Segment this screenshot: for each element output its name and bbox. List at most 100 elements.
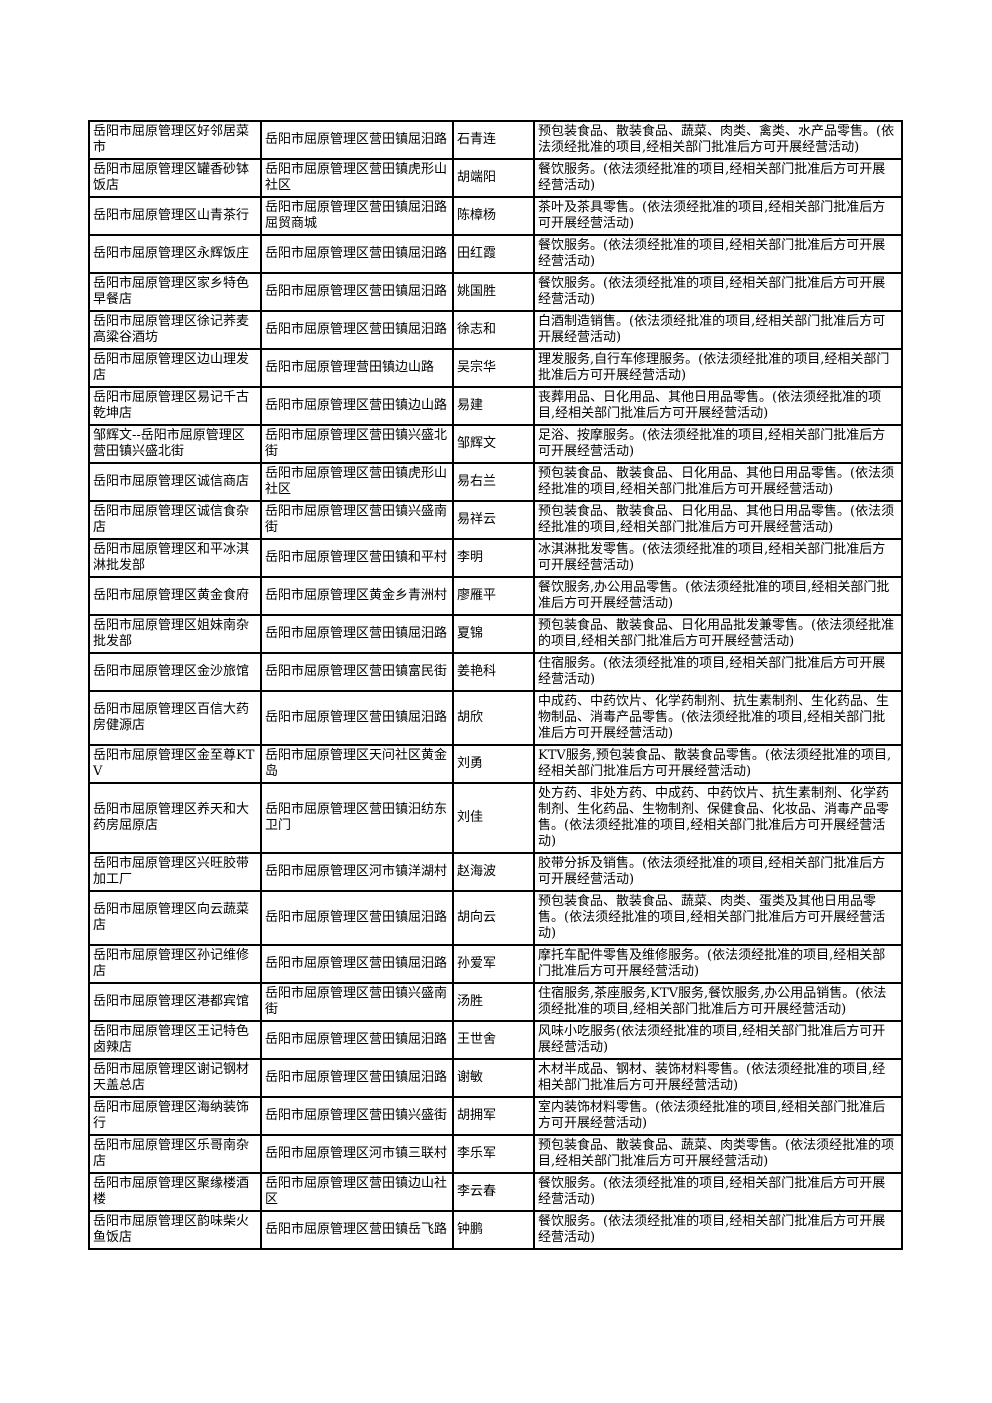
address-cell: 岳阳市屈原管理区营田镇屈汨路 xyxy=(260,1020,454,1060)
address-cell: 岳阳市屈原管理区营田镇边山社区 xyxy=(260,1172,454,1212)
address-cell: 岳阳市屈原管理区营田镇虎形山社区 xyxy=(260,158,454,198)
address-cell: 岳阳市屈原管理区黄金乡青洲村 xyxy=(260,576,454,616)
table-row: 岳阳市屈原管理区徐记荞麦高粱谷酒坊 岳阳市屈原管理区营田镇屈汨路 徐志和 白酒制造销售… xyxy=(88,310,903,350)
address-cell: 岳阳市屈原管理营田镇边山路 xyxy=(260,348,454,388)
business-scope-cell: 预包装食品、散装食品、蔬菜、肉类、禽类、水产品零售。(依法须经批准的项目,经相关… xyxy=(533,120,903,160)
business-scope-cell: KTV服务,预包装食品、散装食品零售。(依法须经批准的项目,经相关部门批准后方可… xyxy=(533,744,903,784)
business-name-cell: 岳阳市屈原管理区百信大药房健源店 xyxy=(88,690,262,746)
table-row: 岳阳市屈原管理区诚信商店 岳阳市屈原管理区营田镇虎形山社区 易右兰 预包装食品、散装食… xyxy=(88,462,903,502)
operator-name-cell: 汤胜 xyxy=(452,982,535,1022)
address-cell: 岳阳市屈原管理区河市镇洋湖村 xyxy=(260,852,454,892)
business-scope-cell: 木材半成品、钢材、装饰材料零售。(依法须经批准的项目,经相关部门批准后方可开展经… xyxy=(533,1058,903,1098)
table-row: 邹辉文--岳阳市屈原管理区营田镇兴盛北街 岳阳市屈原管理区营田镇兴盛北街 邹辉文 足浴… xyxy=(88,424,903,464)
operator-name-cell: 陈樟杨 xyxy=(452,196,535,236)
business-name-cell: 岳阳市屈原管理区养天和大药房屈原店 xyxy=(88,782,262,854)
table-row: 岳阳市屈原管理区金沙旅馆 岳阳市屈原管理区营田镇富民街 姜艳科 住宿服务。(依法须经批… xyxy=(88,652,903,692)
address-cell: 岳阳市屈原管理区河市镇三联村 xyxy=(260,1134,454,1174)
operator-name-cell: 吴宗华 xyxy=(452,348,535,388)
address-cell: 岳阳市屈原管理区营田镇屈汨路 xyxy=(260,890,454,946)
business-scope-cell: 预包装食品、散装食品、日化用品、其他日用品零售。(依法须经批准的项目,经相关部门… xyxy=(533,462,903,502)
operator-name-cell: 赵海波 xyxy=(452,852,535,892)
operator-name-cell: 田红霞 xyxy=(452,234,535,274)
business-scope-cell: 餐饮服务。(依法须经批准的项目,经相关部门批准后方可开展经营活动) xyxy=(533,234,903,274)
operator-name-cell: 孙爱军 xyxy=(452,944,535,984)
operator-name-cell: 石青连 xyxy=(452,120,535,160)
business-scope-cell: 室内装饰材料零售。(依法须经批准的项目,经相关部门批准后方可开展经营活动) xyxy=(533,1096,903,1136)
business-name-cell: 岳阳市屈原管理区永辉饭庄 xyxy=(88,234,262,274)
address-cell: 岳阳市屈原管理区营田镇虎形山社区 xyxy=(260,462,454,502)
table-row: 岳阳市屈原管理区山青茶行 岳阳市屈原管理区营田镇屈汨路屈贸商城 陈樟杨 茶叶及茶具零售… xyxy=(88,196,903,236)
operator-name-cell: 胡向云 xyxy=(452,890,535,946)
business-name-cell: 岳阳市屈原管理区家乡特色早餐店 xyxy=(88,272,262,312)
operator-name-cell: 邹辉文 xyxy=(452,424,535,464)
operator-name-cell: 姚国胜 xyxy=(452,272,535,312)
business-name-cell: 岳阳市屈原管理区易记千古乾坤店 xyxy=(88,386,262,426)
business-registry-table: 岳阳市屈原管理区好邻居菜市 岳阳市屈原管理区营田镇屈汨路 石青连 预包装食品、散装食品… xyxy=(88,120,903,1250)
address-cell: 岳阳市屈原管理区营田镇岳飞路 xyxy=(260,1210,454,1250)
table-row: 岳阳市屈原管理区韵味柴火鱼饭店 岳阳市屈原管理区营田镇岳飞路 钟鹏 餐饮服务。(依法须… xyxy=(88,1210,903,1250)
table-row: 岳阳市屈原管理区兴旺胶带加工厂 岳阳市屈原管理区河市镇洋湖村 赵海波 胶带分拆及销售。… xyxy=(88,852,903,892)
business-scope-cell: 丧葬用品、日化用品、其他日用品零售。(依法须经批准的项目,经相关部门批准后方可开… xyxy=(533,386,903,426)
operator-name-cell: 钟鹏 xyxy=(452,1210,535,1250)
business-name-cell: 岳阳市屈原管理区徐记荞麦高粱谷酒坊 xyxy=(88,310,262,350)
address-cell: 岳阳市屈原管理区营田镇屈汨路 xyxy=(260,614,454,654)
business-name-cell: 岳阳市屈原管理区韵味柴火鱼饭店 xyxy=(88,1210,262,1250)
address-cell: 岳阳市屈原管理区营田镇屈汨路 xyxy=(260,272,454,312)
address-cell: 岳阳市屈原管理区营田镇屈汨路 xyxy=(260,310,454,350)
business-name-cell: 岳阳市屈原管理区罐香砂钵饭店 xyxy=(88,158,262,198)
business-name-cell: 岳阳市屈原管理区港都宾馆 xyxy=(88,982,262,1022)
address-cell: 岳阳市屈原管理区营田镇兴盛南街 xyxy=(260,500,454,540)
table-row: 岳阳市屈原管理区家乡特色早餐店 岳阳市屈原管理区营田镇屈汨路 姚国胜 餐饮服务。(依法… xyxy=(88,272,903,312)
business-scope-cell: 住宿服务。(依法须经批准的项目,经相关部门批准后方可开展经营活动) xyxy=(533,652,903,692)
address-cell: 岳阳市屈原管理区营田镇屈汨路 xyxy=(260,120,454,160)
table-row: 岳阳市屈原管理区诚信食杂店 岳阳市屈原管理区营田镇兴盛南街 易祥云 预包装食品、散装食… xyxy=(88,500,903,540)
business-name-cell: 岳阳市屈原管理区谢记钢材天盖总店 xyxy=(88,1058,262,1098)
business-name-cell: 岳阳市屈原管理区山青茶行 xyxy=(88,196,262,236)
business-name-cell: 岳阳市屈原管理区孙记维修店 xyxy=(88,944,262,984)
operator-name-cell: 李明 xyxy=(452,538,535,578)
address-cell: 岳阳市屈原管理区营田镇边山路 xyxy=(260,386,454,426)
table-row: 岳阳市屈原管理区向云蔬菜店 岳阳市屈原管理区营田镇屈汨路 胡向云 预包装食品、散装食品… xyxy=(88,890,903,946)
address-cell: 岳阳市屈原管理区营田镇和平村 xyxy=(260,538,454,578)
operator-name-cell: 王世舍 xyxy=(452,1020,535,1060)
table-row: 岳阳市屈原管理区姐妹南杂批发部 岳阳市屈原管理区营田镇屈汨路 夏锦 预包装食品、散装食… xyxy=(88,614,903,654)
operator-name-cell: 胡欣 xyxy=(452,690,535,746)
business-scope-cell: 预包装食品、散装食品、蔬菜、肉类、蛋类及其他日用品零售。(依法须经批准的项目,经… xyxy=(533,890,903,946)
table-row: 岳阳市屈原管理区和平冰淇淋批发部 岳阳市屈原管理区营田镇和平村 李明 冰淇淋批发零售。… xyxy=(88,538,903,578)
table-row: 岳阳市屈原管理区罐香砂钵饭店 岳阳市屈原管理区营田镇虎形山社区 胡端阳 餐饮服务。(依… xyxy=(88,158,903,198)
business-name-cell: 岳阳市屈原管理区聚缘楼酒楼 xyxy=(88,1172,262,1212)
operator-name-cell: 谢敏 xyxy=(452,1058,535,1098)
table-row: 岳阳市屈原管理区乐哥南杂店 岳阳市屈原管理区河市镇三联村 李乐军 预包装食品、散装食品… xyxy=(88,1134,903,1174)
operator-name-cell: 廖雁平 xyxy=(452,576,535,616)
operator-name-cell: 胡拥军 xyxy=(452,1096,535,1136)
table-row: 岳阳市屈原管理区易记千古乾坤店 岳阳市屈原管理区营田镇边山路 易建 丧葬用品、日化用品… xyxy=(88,386,903,426)
operator-name-cell: 姜艳科 xyxy=(452,652,535,692)
business-scope-cell: 餐饮服务,办公用品零售。(依法须经批准的项目,经相关部门批准后方可开展经营活动) xyxy=(533,576,903,616)
address-cell: 岳阳市屈原管理区营田镇屈汨路 xyxy=(260,1058,454,1098)
business-scope-cell: 餐饮服务。(依法须经批准的项目,经相关部门批准后方可开展经营活动) xyxy=(533,1210,903,1250)
address-cell: 岳阳市屈原管理区营田镇富民街 xyxy=(260,652,454,692)
business-name-cell: 岳阳市屈原管理区好邻居菜市 xyxy=(88,120,262,160)
operator-name-cell: 徐志和 xyxy=(452,310,535,350)
business-name-cell: 岳阳市屈原管理区边山理发店 xyxy=(88,348,262,388)
address-cell: 岳阳市屈原管理区营田镇屈汨路屈贸商城 xyxy=(260,196,454,236)
operator-name-cell: 李乐军 xyxy=(452,1134,535,1174)
business-name-cell: 岳阳市屈原管理区海纳装饰行 xyxy=(88,1096,262,1136)
operator-name-cell: 刘勇 xyxy=(452,744,535,784)
operator-name-cell: 夏锦 xyxy=(452,614,535,654)
business-name-cell: 岳阳市屈原管理区兴旺胶带加工厂 xyxy=(88,852,262,892)
table-row: 岳阳市屈原管理区王记特色卤辣店 岳阳市屈原管理区营田镇屈汨路 王世舍 风味小吃服务(依… xyxy=(88,1020,903,1060)
table-row: 岳阳市屈原管理区永辉饭庄 岳阳市屈原管理区营田镇屈汨路 田红霞 餐饮服务。(依法须经批… xyxy=(88,234,903,274)
operator-name-cell: 刘佳 xyxy=(452,782,535,854)
address-cell: 岳阳市屈原管理区营田镇屈汨路 xyxy=(260,234,454,274)
business-scope-cell: 餐饮服务。(依法须经批准的项目,经相关部门批准后方可开展经营活动) xyxy=(533,1172,903,1212)
business-name-cell: 邹辉文--岳阳市屈原管理区营田镇兴盛北街 xyxy=(88,424,262,464)
table-row: 岳阳市屈原管理区孙记维修店 岳阳市屈原管理区营田镇屈汨路 孙爱军 摩托车配件零售及维修… xyxy=(88,944,903,984)
table-row: 岳阳市屈原管理区金至尊KTV 岳阳市屈原管理区天问社区黄金岛 刘勇 KTV服务,预包装… xyxy=(88,744,903,784)
business-scope-cell: 预包装食品、散装食品、蔬菜、肉类零售。(依法须经批准的项目,经相关部门批准后方可… xyxy=(533,1134,903,1174)
business-scope-cell: 餐饮服务。(依法须经批准的项目,经相关部门批准后方可开展经营活动) xyxy=(533,272,903,312)
business-scope-cell: 风味小吃服务(依法须经批准的项目,经相关部门批准后方可开展经营活动) xyxy=(533,1020,903,1060)
business-name-cell: 岳阳市屈原管理区黄金食府 xyxy=(88,576,262,616)
business-scope-cell: 预包装食品、散装食品、日化用品、其他日用品零售。(依法须经批准的项目,经相关部门… xyxy=(533,500,903,540)
